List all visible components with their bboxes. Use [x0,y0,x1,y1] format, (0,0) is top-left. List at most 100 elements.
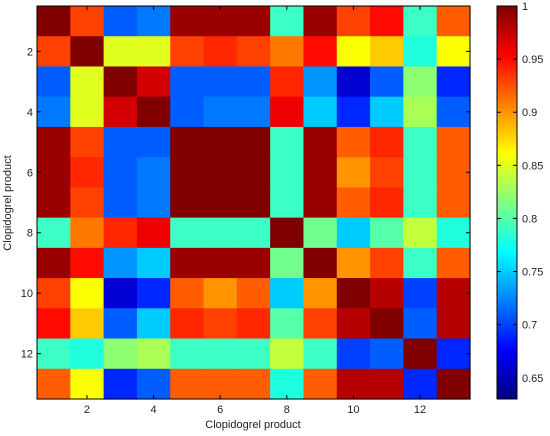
heatmap-cell [403,96,438,128]
heatmap-cell [136,126,171,158]
heatmap-cell [270,278,305,309]
heatmap-cell [70,6,105,37]
heatmap-cell [436,217,471,249]
heatmap-cell [370,157,404,188]
heatmap-cell [436,126,471,158]
heatmap-cell [303,157,338,188]
heatmap-cell [403,6,438,37]
colorbar-tick-label: 0.85 [522,160,543,172]
heatmap-cell [336,338,371,370]
heatmap-cell [37,308,71,340]
heatmap-cell [370,36,404,68]
heatmap-cell [170,368,205,400]
heatmap-cell [37,66,71,98]
heatmap-cell [136,36,171,68]
heatmap-cell [403,308,438,340]
heatmap-cell [236,126,271,158]
heatmap-cell [270,126,305,158]
heatmap-cell [336,187,371,219]
heatmap-cell [37,36,71,68]
heatmap-cell [37,368,71,400]
heatmap-cell [336,126,371,158]
heatmap-cell [170,126,205,158]
heatmap-cell [136,368,171,400]
x-axis-ticks: 2 4 6 8 10 12 [84,6,426,416]
heatmap-cell [303,247,338,279]
heatmap-cell [270,217,305,249]
y-axis-label: Clopidogrel product [2,155,14,250]
heatmap-cell [37,247,71,279]
heatmap-cell [103,247,138,279]
heatmap-cell [203,96,238,128]
heatmap-cell [370,66,404,98]
heatmap-cell [270,36,305,68]
colorbar-tick-label: 0.95 [522,54,543,66]
heatmap-cell [270,6,305,37]
heatmap-cell [236,187,271,219]
heatmap-cell [170,6,205,37]
heatmap-cell [103,187,138,219]
heatmap-cell [403,278,438,309]
heatmap-cell [436,187,471,219]
heatmap-cell [103,217,138,249]
heatmap-cell [236,36,271,68]
heatmap-cell [203,66,238,98]
heatmap-cell [270,187,305,219]
heatmap-cell [336,308,371,340]
heatmap-cell [370,6,404,37]
heatmap-cell [336,6,371,37]
heatmap-cell [270,247,305,279]
heatmap-cell [37,187,71,219]
heatmap-cell [170,217,205,249]
heatmap-cell [270,157,305,188]
y-tick-label: 10 [21,288,33,300]
x-axis-label: Clopidogrel product [205,419,300,431]
heatmap-cell [336,66,371,98]
heatmap-cell [303,217,338,249]
heatmap-cell [303,6,338,37]
x-tick-label: 8 [284,404,290,416]
heatmap-cell [170,36,205,68]
heatmap-cell [336,217,371,249]
heatmap-cell [436,338,471,370]
heatmap-cell [170,187,205,219]
heatmap-cell [37,126,71,158]
heatmap-cell [436,6,471,37]
heatmap-cell [236,338,271,370]
heatmap-cell [136,217,171,249]
heatmap-cell [203,126,238,158]
heatmap-cell [336,96,371,128]
heatmap-cell [436,157,471,188]
heatmap-cell [70,247,105,279]
heatmap-cell [336,368,371,400]
heatmap-cell [170,338,205,370]
heatmap-cell [70,126,105,158]
heatmap-cell [236,368,271,400]
heatmap-cell [403,247,438,279]
heatmap-cell [303,308,338,340]
heatmap-cell [70,187,105,219]
heatmap-cell [70,368,105,400]
heatmap-cell [203,217,238,249]
heatmap-cell [403,338,438,370]
heatmap-cell [70,308,105,340]
heatmap-cell [370,308,404,340]
colorbar-tick-label: 0.8 [522,213,537,225]
heatmap-cell [170,66,205,98]
heatmap-cell [70,217,105,249]
x-tick-label: 2 [84,404,90,416]
heatmap-cell [236,157,271,188]
heatmap-cell [70,66,105,98]
heatmap-cell [303,66,338,98]
heatmap-cell [70,338,105,370]
y-tick-label: 4 [27,107,33,119]
heatmap-cell [403,66,438,98]
heatmap-cell [403,187,438,219]
heatmap-cell [136,157,171,188]
heatmap-cell [303,338,338,370]
heatmap-cell [103,126,138,158]
heatmap-cell [203,157,238,188]
heatmap-cell [70,157,105,188]
heatmap-cell [37,217,71,249]
colorbar-tick-label: 0.7 [522,320,537,332]
